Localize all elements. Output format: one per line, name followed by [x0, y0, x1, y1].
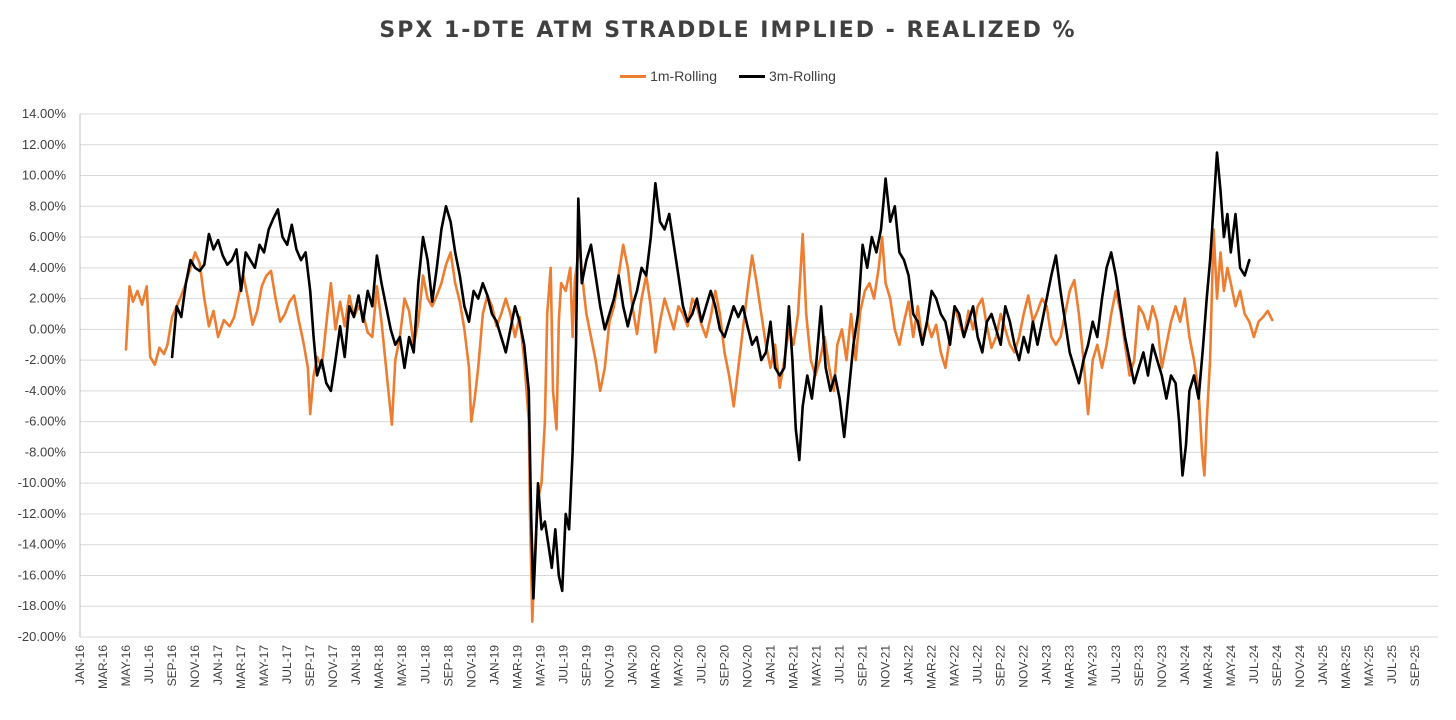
x-tick-label: NOV-21 — [879, 645, 893, 688]
x-tick-label: JUL-17 — [280, 645, 294, 684]
x-tick-label: MAY-21 — [810, 645, 824, 687]
series-line-3m-rolling — [170, 151, 1251, 600]
legend-item-1m: 1m-Rolling — [620, 68, 717, 84]
y-tick-label: 10.00% — [22, 168, 67, 183]
x-tick-label: JUL-24 — [1247, 645, 1261, 684]
x-tick-label: MAY-19 — [533, 645, 547, 687]
x-tick-label: JAN-21 — [764, 645, 778, 685]
y-tick-label: 8.00% — [29, 198, 66, 213]
x-tick-label: SEP-18 — [441, 645, 455, 687]
y-tick-label: -14.00% — [18, 537, 67, 552]
x-tick-label: MAR-25 — [1339, 645, 1353, 689]
x-tick-label: MAY-22 — [948, 645, 962, 687]
x-tick-label: NOV-18 — [464, 645, 478, 688]
y-tick-label: -10.00% — [18, 475, 67, 490]
y-tick-label: 4.00% — [29, 260, 66, 275]
x-tick-label: MAR-16 — [96, 645, 110, 689]
x-tick-label: MAR-21 — [787, 645, 801, 689]
x-tick-label: JAN-22 — [902, 645, 916, 685]
x-tick-label: JUL-25 — [1385, 645, 1399, 684]
x-tick-label: NOV-22 — [1017, 645, 1031, 688]
x-tick-label: SEP-17 — [303, 645, 317, 687]
x-tick-label: SEP-22 — [994, 645, 1008, 687]
legend-swatch-3m — [739, 74, 765, 78]
x-tick-label: SEP-24 — [1270, 645, 1284, 687]
x-tick-label: JAN-23 — [1040, 645, 1054, 685]
x-tick-label: SEP-20 — [717, 645, 731, 687]
y-tick-label: -6.00% — [25, 414, 67, 429]
series-line-1m-rolling — [124, 228, 1274, 623]
y-tick-label: 6.00% — [29, 229, 66, 244]
x-tick-label: NOV-24 — [1293, 645, 1307, 688]
y-tick-label: -2.00% — [25, 352, 67, 367]
legend-swatch-1m — [620, 74, 647, 78]
x-tick-label: JAN-24 — [1178, 645, 1192, 685]
x-tick-label: MAY-25 — [1362, 645, 1376, 687]
chart-legend: 1m-Rolling 3m-Rolling — [0, 68, 1456, 84]
y-tick-label: -18.00% — [18, 598, 67, 613]
x-tick-label: MAR-23 — [1063, 645, 1077, 689]
x-tick-label: MAR-18 — [372, 645, 386, 689]
y-tick-label: 14.00% — [22, 106, 67, 121]
legend-label-3m: 3m-Rolling — [769, 68, 836, 84]
chart-title: SPX 1-DTE ATM STRADDLE IMPLIED - REALIZE… — [379, 18, 1077, 43]
x-tick-label: MAY-20 — [671, 645, 685, 687]
x-tick-label: SEP-21 — [856, 645, 870, 687]
x-tick-label: SEP-23 — [1132, 645, 1146, 687]
y-tick-label: -20.00% — [18, 629, 67, 644]
x-tick-label: JAN-19 — [487, 645, 501, 685]
x-tick-label: MAR-20 — [648, 645, 662, 689]
x-tick-label: JAN-17 — [211, 645, 225, 685]
x-tick-label: NOV-19 — [602, 645, 616, 688]
x-tick-label: NOV-23 — [1155, 645, 1169, 688]
y-tick-label: 2.00% — [29, 291, 66, 306]
y-tick-label: -4.00% — [25, 383, 67, 398]
x-tick-label: JUL-21 — [833, 645, 847, 684]
legend-label-1m: 1m-Rolling — [650, 68, 717, 84]
x-tick-label: NOV-17 — [326, 645, 340, 688]
x-tick-label: MAY-17 — [257, 645, 271, 687]
x-tick-label: JAN-20 — [625, 645, 639, 685]
x-tick-label: JUL-16 — [142, 645, 156, 684]
x-tick-label: MAY-24 — [1224, 645, 1238, 687]
x-tick-label: MAR-19 — [510, 645, 524, 689]
x-tick-label: JAN-16 — [73, 645, 87, 685]
x-tick-label: JUL-23 — [1109, 645, 1123, 684]
x-tick-label: SEP-25 — [1408, 645, 1422, 687]
x-tick-label: MAY-23 — [1086, 645, 1100, 687]
y-tick-label: -8.00% — [25, 444, 67, 459]
x-tick-label: SEP-16 — [165, 645, 179, 687]
x-tick-label: NOV-16 — [188, 645, 202, 688]
x-tick-label: MAY-18 — [395, 645, 409, 687]
y-tick-label: 0.00% — [29, 321, 66, 336]
x-tick-label: JUL-20 — [694, 645, 708, 684]
x-tick-label: NOV-20 — [740, 645, 754, 688]
x-tick-label: SEP-19 — [579, 645, 593, 687]
legend-item-3m: 3m-Rolling — [739, 68, 836, 84]
x-tick-label: JUL-18 — [418, 645, 432, 684]
x-tick-label: JAN-18 — [349, 645, 363, 685]
x-tick-label: JAN-25 — [1316, 645, 1330, 685]
y-tick-label: -12.00% — [18, 506, 67, 521]
x-tick-label: JUL-22 — [971, 645, 985, 684]
y-tick-label: 12.00% — [22, 137, 67, 152]
x-tick-label: MAY-16 — [119, 645, 133, 687]
x-tick-label: MAR-22 — [925, 645, 939, 689]
x-tick-label: MAR-17 — [234, 645, 248, 689]
y-tick-label: -16.00% — [18, 567, 67, 582]
x-tick-label: MAR-24 — [1201, 645, 1215, 689]
x-tick-label: JUL-19 — [556, 645, 570, 684]
